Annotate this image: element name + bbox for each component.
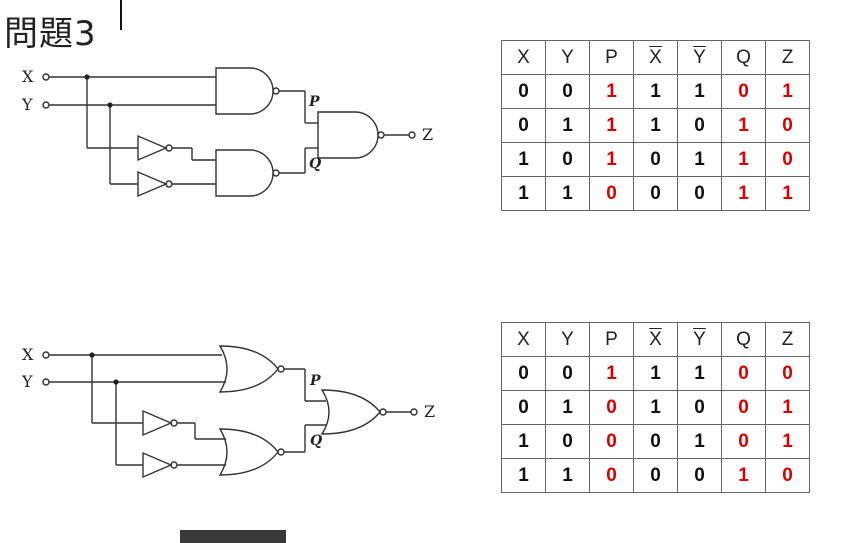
cell: 1 <box>589 108 634 143</box>
table-header-row: X Y P X Y Q Z <box>501 40 810 75</box>
header-p: P <box>589 40 634 75</box>
bottom-caption-tab <box>180 530 286 543</box>
cell: 1 <box>721 176 766 211</box>
cell: 1 <box>765 390 810 425</box>
input-y-label: Y <box>21 372 33 391</box>
cell: 1 <box>765 176 810 211</box>
top-divider-line <box>120 0 122 30</box>
cell: 0 <box>677 390 722 425</box>
cell: 1 <box>721 108 766 143</box>
cell: 1 <box>545 458 590 493</box>
cell: 0 <box>501 108 546 143</box>
header-z: Z <box>765 322 810 357</box>
header-y: Y <box>545 322 590 357</box>
cell: 0 <box>589 390 634 425</box>
header-q: Q <box>721 322 766 357</box>
cell: 0 <box>721 356 766 391</box>
header-not-x: X <box>633 40 678 75</box>
cell: 1 <box>501 458 546 493</box>
cell: 1 <box>589 142 634 177</box>
cell: 1 <box>677 356 722 391</box>
p-label: P <box>308 94 320 110</box>
circuit-nand: X Y P Q Z <box>20 60 460 210</box>
cell: 1 <box>721 458 766 493</box>
cell: 0 <box>501 356 546 391</box>
cell: 1 <box>765 74 810 109</box>
cell: 1 <box>765 424 810 459</box>
cell: 0 <box>721 390 766 425</box>
table-row: 1 1 0 0 0 1 0 <box>501 458 810 493</box>
cell: 0 <box>589 424 634 459</box>
cell: 0 <box>765 108 810 143</box>
cell: 0 <box>765 142 810 177</box>
cell: 1 <box>633 108 678 143</box>
cell: 1 <box>721 142 766 177</box>
cell: 0 <box>545 424 590 459</box>
output-z-label: Z <box>424 402 435 421</box>
cell: 0 <box>633 142 678 177</box>
table-row: 1 0 0 0 1 0 1 <box>501 424 810 459</box>
cell: 1 <box>677 142 722 177</box>
header-z: Z <box>765 40 810 75</box>
cell: 0 <box>633 176 678 211</box>
cell: 0 <box>721 424 766 459</box>
cell: 1 <box>545 108 590 143</box>
header-y: Y <box>545 40 590 75</box>
cell: 1 <box>633 356 678 391</box>
cell: 0 <box>721 74 766 109</box>
cell: 1 <box>501 424 546 459</box>
cell: 0 <box>765 356 810 391</box>
cell: 0 <box>677 176 722 211</box>
p-label: P <box>309 373 321 389</box>
cell: 1 <box>589 356 634 391</box>
cell: 1 <box>677 74 722 109</box>
table-row: 0 0 1 1 1 0 1 <box>501 74 810 109</box>
cell: 1 <box>677 424 722 459</box>
header-x: X <box>501 322 546 357</box>
cell: 1 <box>501 142 546 177</box>
table-row: 0 1 0 1 0 0 1 <box>501 390 810 425</box>
table-header-row: X Y P X Y Q Z <box>501 322 810 357</box>
cell: 1 <box>501 176 546 211</box>
truth-table-2: X Y P X Y Q Z 0 0 1 1 1 0 0 0 1 0 1 0 0 … <box>501 322 810 493</box>
cell: 0 <box>677 458 722 493</box>
cell: 0 <box>589 176 634 211</box>
cell: 1 <box>545 176 590 211</box>
input-y-label: Y <box>21 95 33 114</box>
header-not-x: X <box>633 322 678 357</box>
table-row: 0 0 1 1 1 0 0 <box>501 356 810 391</box>
header-x: X <box>501 40 546 75</box>
q-label: Q <box>310 433 322 449</box>
output-z-label: Z <box>422 125 433 144</box>
cell: 1 <box>589 74 634 109</box>
cell: 0 <box>501 390 546 425</box>
problem-title: 問題3 <box>4 14 97 54</box>
table-row: 0 1 1 1 0 1 0 <box>501 108 810 143</box>
cell: 0 <box>765 458 810 493</box>
cell: 0 <box>545 142 590 177</box>
input-x-label: X <box>22 67 34 86</box>
table-row: 1 0 1 0 1 1 0 <box>501 142 810 177</box>
circuit-nor: X Y P Q Z <box>20 340 460 490</box>
header-q: Q <box>721 40 766 75</box>
input-x-label: X <box>22 345 34 364</box>
cell: 0 <box>501 74 546 109</box>
header-p: P <box>589 322 634 357</box>
cell: 1 <box>545 390 590 425</box>
table-row: 1 1 0 0 0 1 1 <box>501 176 810 211</box>
q-label: Q <box>309 156 321 172</box>
truth-table-1: X Y P X Y Q Z 0 0 1 1 1 0 1 0 1 1 1 0 1 … <box>501 40 810 211</box>
cell: 1 <box>633 74 678 109</box>
header-not-y: Y <box>677 40 722 75</box>
cell: 0 <box>633 424 678 459</box>
cell: 0 <box>677 108 722 143</box>
cell: 0 <box>633 458 678 493</box>
cell: 0 <box>545 356 590 391</box>
cell: 1 <box>633 390 678 425</box>
header-not-y: Y <box>677 322 722 357</box>
cell: 0 <box>589 458 634 493</box>
cell: 0 <box>545 74 590 109</box>
